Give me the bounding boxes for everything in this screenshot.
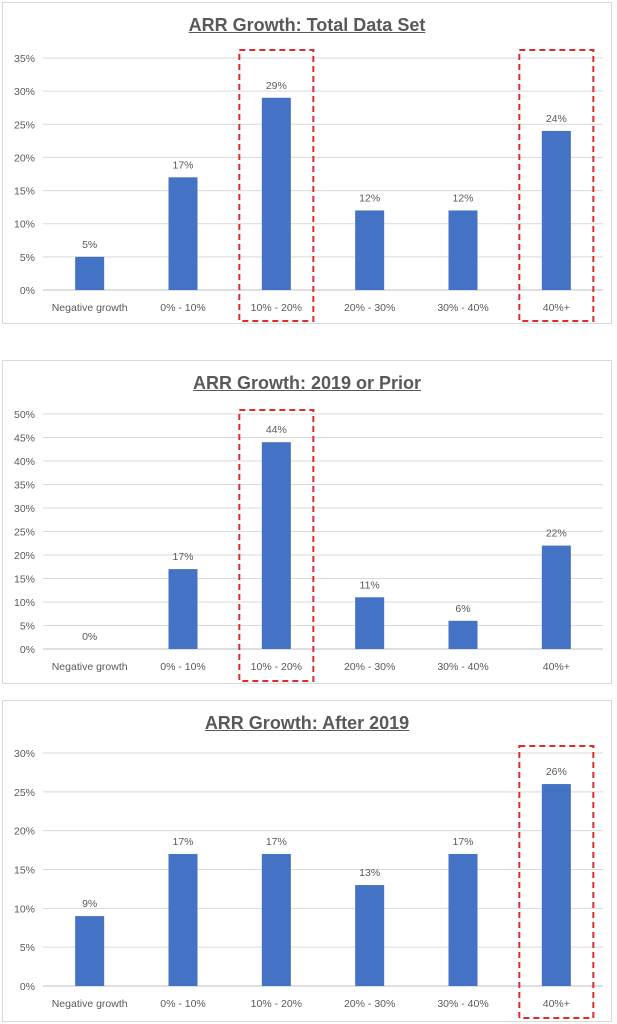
- y-tick-label: 45%: [14, 433, 35, 445]
- bar: [355, 210, 385, 290]
- bar: [448, 210, 478, 290]
- category-label: 40%+: [543, 302, 570, 314]
- y-tick-label: 25%: [14, 527, 35, 539]
- category-label: 20% - 30%: [344, 661, 395, 673]
- chart-panel-after-2019: ARR Growth: After 2019 0% 5% 10% 15% 20% 25% 3…: [2, 700, 612, 1022]
- bar: [541, 784, 571, 986]
- category-label: 0% - 10%: [160, 302, 206, 314]
- y-tick-label: 10%: [14, 219, 35, 231]
- y-tick-label: 25%: [14, 787, 35, 799]
- y-tick-label: 5%: [20, 621, 35, 633]
- chart-panel-2019-or-prior: ARR Growth: 2019 or Prior 0% 5% 10% 15% 20% 2…: [2, 360, 612, 684]
- chart-panel-total-data-set: ARR Growth: Total Data Set 0% 5% 10% 15% 20%…: [2, 2, 612, 324]
- y-tick-label: 0%: [20, 644, 35, 656]
- chart-title: ARR Growth: After 2019: [204, 713, 410, 733]
- category-label: 30% - 40%: [437, 998, 488, 1010]
- chart-title: ARR Growth: Total Data Set: [188, 15, 426, 35]
- y-tick-label: 30%: [14, 503, 35, 515]
- category-label: 30% - 40%: [437, 302, 488, 314]
- data-label: 17%: [266, 836, 287, 848]
- data-label: 11%: [360, 579, 380, 591]
- data-label: 0%: [82, 631, 97, 643]
- category-label: 10% - 20%: [251, 998, 302, 1010]
- chart-title: ARR Growth: 2019 or Prior: [192, 373, 422, 393]
- data-label: 22%: [546, 528, 567, 540]
- y-tick-label: 10%: [14, 597, 35, 609]
- bar: [261, 442, 291, 649]
- y-tick-label: 20%: [14, 152, 35, 164]
- data-label: 44%: [266, 424, 287, 436]
- bar: [261, 853, 291, 986]
- y-tick-label: 20%: [14, 826, 35, 838]
- bar: [355, 597, 385, 649]
- data-label: 24%: [546, 113, 567, 125]
- y-tick-label: 5%: [20, 252, 35, 264]
- y-tick-label: 0%: [20, 981, 35, 993]
- data-label: 17%: [172, 159, 193, 171]
- y-tick-label: 15%: [14, 574, 35, 586]
- y-tick-label: 25%: [14, 119, 35, 131]
- bar: [75, 256, 105, 290]
- category-label: 30% - 40%: [437, 661, 488, 673]
- data-label: 26%: [546, 766, 567, 778]
- category-label: 20% - 30%: [344, 998, 395, 1010]
- y-tick-label: 50%: [14, 409, 35, 421]
- data-label: 17%: [172, 836, 193, 848]
- category-label: 40%+: [543, 661, 570, 673]
- y-tick-label: 15%: [14, 186, 35, 198]
- bar: [448, 620, 478, 649]
- y-tick-label: 35%: [14, 53, 35, 65]
- highlight-box: [518, 745, 595, 1019]
- category-label: 40%+: [543, 998, 570, 1010]
- y-tick-label: 30%: [14, 748, 35, 760]
- y-tick-label: 5%: [20, 942, 35, 954]
- highlight-box: [238, 409, 315, 682]
- category-label: 0% - 10%: [160, 661, 206, 673]
- category-label: 10% - 20%: [251, 661, 302, 673]
- y-tick-label: 0%: [20, 285, 35, 297]
- y-tick-label: 30%: [14, 86, 35, 98]
- bar-chart-svg: 0% 5% 10% 15% 20% 25% 30% 9% Negative growth 17% 0…: [14, 745, 603, 1019]
- data-label: 17%: [172, 551, 193, 563]
- category-label: Negative growth: [52, 302, 128, 314]
- bar: [168, 853, 198, 986]
- bar: [541, 545, 571, 649]
- bar: [355, 885, 385, 986]
- bar: [541, 130, 571, 290]
- data-label: 6%: [455, 603, 470, 615]
- data-label: 13%: [359, 867, 380, 879]
- category-label: 10% - 20%: [251, 302, 302, 314]
- data-label: 12%: [359, 192, 380, 204]
- category-label: Negative growth: [52, 998, 128, 1010]
- category-label: 0% - 10%: [160, 998, 206, 1010]
- data-label: 17%: [452, 836, 473, 848]
- data-label: 5%: [82, 239, 97, 251]
- y-tick-label: 40%: [14, 456, 35, 468]
- highlight-box: [238, 49, 315, 322]
- data-label: 12%: [452, 192, 473, 204]
- bar: [75, 916, 105, 986]
- bar-chart-svg: 0% 5% 10% 15% 20% 25% 30% 35% 5% Negative growth 1…: [14, 49, 603, 322]
- y-tick-label: 35%: [14, 480, 35, 492]
- y-tick-label: 10%: [14, 903, 35, 915]
- category-label: 20% - 30%: [344, 302, 395, 314]
- bar-chart-svg: 0% 5% 10% 15% 20% 25% 30% 35% 40% 45% 50% 0% Negativ…: [14, 409, 603, 682]
- bar: [448, 853, 478, 986]
- bar: [261, 97, 291, 291]
- y-tick-label: 15%: [14, 865, 35, 877]
- data-label: 29%: [266, 80, 287, 92]
- y-tick-label: 20%: [14, 550, 35, 562]
- bar: [168, 569, 198, 649]
- bar: [168, 177, 198, 290]
- category-label: Negative growth: [52, 661, 128, 673]
- highlight-box: [518, 49, 595, 322]
- data-label: 9%: [82, 898, 97, 910]
